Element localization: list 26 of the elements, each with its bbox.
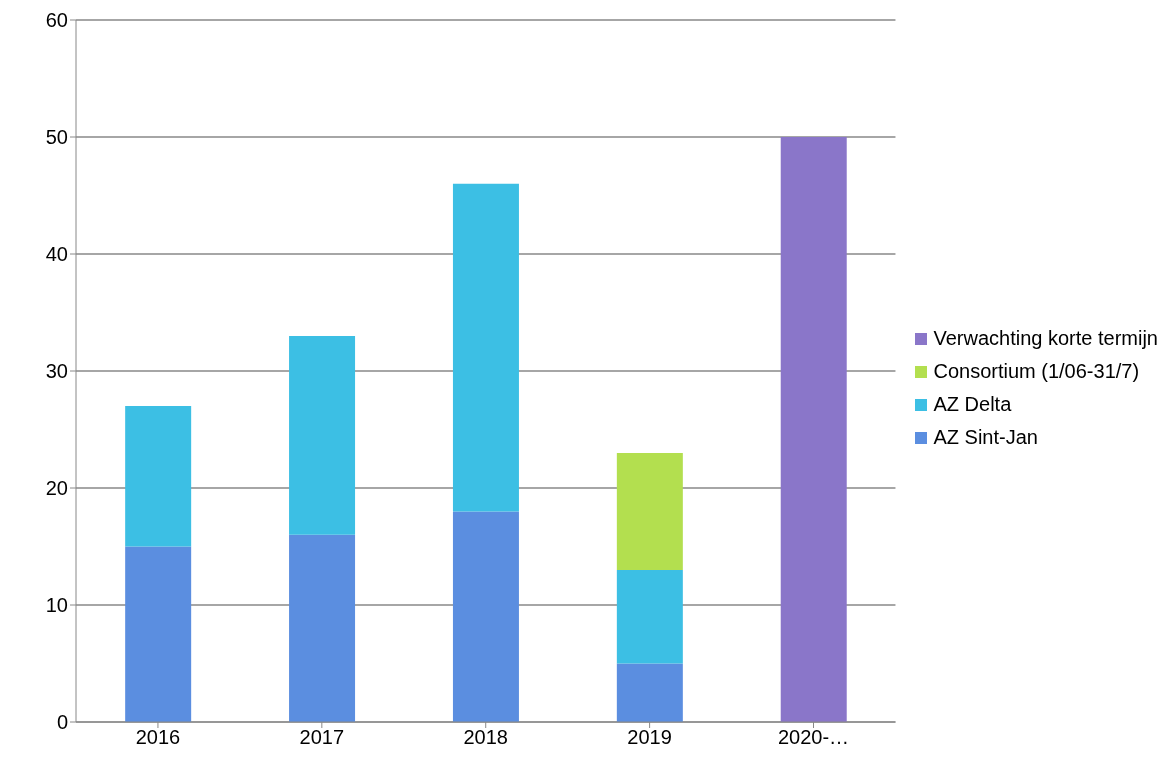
x-tick-label: 2017 — [299, 726, 345, 749]
bar — [616, 452, 683, 570]
bar — [780, 137, 847, 722]
bar — [125, 546, 192, 722]
legend-label: Verwachting korte termijn — [933, 327, 1158, 350]
bar — [289, 335, 356, 535]
y-tick-label: 60 — [45, 9, 68, 32]
bar — [616, 569, 683, 664]
y-tick-label: 40 — [45, 243, 68, 266]
legend-label: AZ Sint-Jan — [933, 426, 1038, 449]
x-tick-label: 2019 — [627, 726, 672, 749]
y-tick-label: 20 — [45, 477, 68, 500]
bar — [289, 534, 356, 722]
y-tick-label: 10 — [45, 594, 68, 617]
x-tick-label: 2020-… — [777, 726, 850, 749]
y-tick-label: 50 — [45, 126, 68, 149]
bar — [452, 511, 519, 722]
legend-label: AZ Delta — [933, 393, 1012, 416]
bar — [452, 183, 519, 512]
y-tick-label: 0 — [56, 711, 68, 734]
bar — [125, 406, 192, 547]
x-tick-label: 2016 — [135, 726, 181, 749]
y-tick-label: 30 — [45, 360, 68, 383]
bar — [616, 663, 683, 722]
x-tick-label: 2018 — [463, 726, 508, 749]
legend-label: Consortium (1/06-31/7) — [933, 360, 1140, 383]
